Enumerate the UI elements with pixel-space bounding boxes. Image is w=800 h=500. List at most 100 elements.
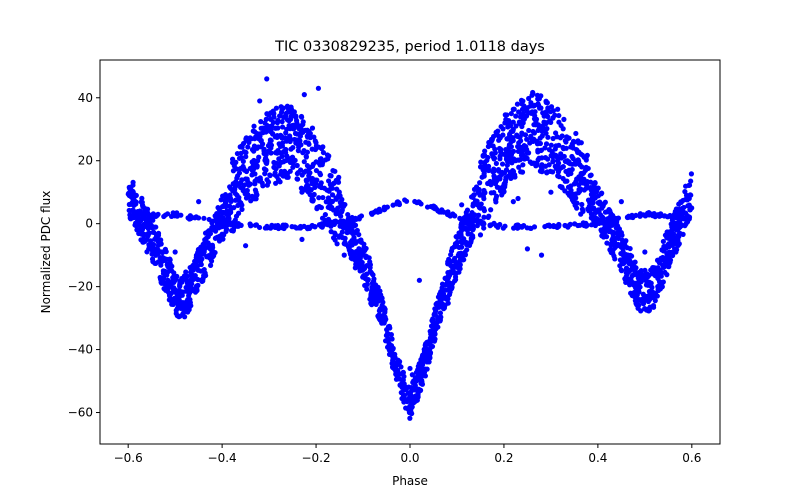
data-point — [424, 347, 430, 353]
data-point — [339, 207, 345, 213]
data-point — [390, 202, 396, 208]
data-point — [332, 232, 339, 238]
data-point — [126, 201, 132, 208]
data-point — [531, 224, 538, 230]
data-point — [190, 286, 197, 292]
data-point — [524, 246, 531, 252]
data-point — [261, 148, 267, 154]
data-point — [570, 155, 576, 162]
data-point — [202, 230, 209, 236]
data-point — [295, 169, 301, 176]
data-point — [263, 116, 269, 122]
data-point — [548, 104, 555, 110]
data-point — [145, 225, 151, 232]
data-point — [540, 110, 546, 116]
data-point — [408, 385, 414, 391]
data-point — [249, 168, 256, 174]
data-point — [542, 223, 548, 230]
data-point — [407, 365, 413, 372]
data-point — [208, 258, 215, 264]
data-point — [514, 132, 520, 138]
data-point — [130, 179, 136, 185]
data-point — [264, 182, 270, 188]
data-point — [550, 158, 556, 164]
data-point — [376, 206, 382, 212]
data-point — [262, 157, 268, 163]
data-point — [281, 149, 287, 155]
data-point — [407, 415, 413, 421]
data-point — [300, 119, 306, 125]
data-point — [431, 329, 438, 335]
data-point — [493, 160, 499, 167]
data-point — [335, 179, 342, 185]
data-point — [445, 296, 451, 302]
data-point — [264, 111, 270, 117]
data-point — [579, 171, 586, 177]
data-point — [234, 192, 240, 198]
data-point — [388, 348, 395, 354]
chart-title: TIC 0330829235, period 1.0118 days — [274, 39, 545, 55]
data-point — [485, 163, 492, 169]
data-point — [209, 218, 216, 224]
data-point — [228, 198, 234, 204]
data-point — [543, 98, 549, 104]
data-point — [470, 203, 476, 209]
data-point — [618, 230, 624, 236]
data-point — [451, 244, 457, 250]
data-point — [505, 159, 511, 165]
x-axis-ticks: −0.6 −0.4 −0.2 0.0 0.2 0.4 0.6 — [114, 444, 701, 465]
data-point — [546, 147, 552, 153]
data-point — [294, 137, 300, 143]
data-point — [128, 214, 134, 221]
data-point — [236, 170, 243, 176]
data-point — [650, 294, 656, 301]
data-point — [669, 242, 675, 248]
data-point — [499, 170, 506, 176]
data-point — [531, 160, 537, 166]
data-point — [201, 272, 207, 279]
data-point — [364, 281, 370, 287]
data-point — [561, 153, 567, 160]
data-point — [666, 261, 672, 267]
data-point — [317, 182, 323, 188]
data-point — [359, 252, 365, 258]
data-point — [243, 195, 250, 201]
data-point — [575, 149, 581, 156]
data-point — [356, 246, 362, 252]
data-point — [416, 371, 422, 377]
data-point — [381, 314, 387, 320]
data-point — [416, 199, 422, 205]
data-point — [662, 255, 668, 261]
data-point — [154, 237, 161, 243]
data-point — [585, 206, 591, 212]
data-point — [618, 244, 624, 250]
data-point — [449, 284, 455, 290]
data-point — [293, 225, 300, 231]
data-point — [228, 206, 234, 212]
data-point — [497, 185, 503, 191]
data-point — [687, 207, 693, 213]
data-point — [294, 162, 300, 169]
data-point — [539, 155, 545, 161]
data-point — [470, 227, 476, 233]
data-point — [409, 372, 415, 378]
data-point — [627, 282, 633, 288]
data-point — [526, 95, 532, 102]
data-point — [211, 224, 217, 230]
data-point — [496, 137, 502, 143]
data-point — [430, 320, 437, 326]
data-point — [362, 247, 368, 254]
data-point — [301, 92, 307, 98]
data-point — [352, 222, 359, 228]
data-point — [290, 164, 296, 170]
data-point — [186, 216, 193, 222]
data-point — [552, 146, 558, 152]
data-point — [136, 230, 142, 237]
data-point — [226, 215, 232, 222]
data-point — [558, 122, 564, 129]
data-point — [502, 184, 508, 190]
data-point — [608, 242, 614, 248]
data-point — [149, 212, 156, 218]
data-point — [342, 235, 348, 241]
data-point — [503, 154, 510, 160]
